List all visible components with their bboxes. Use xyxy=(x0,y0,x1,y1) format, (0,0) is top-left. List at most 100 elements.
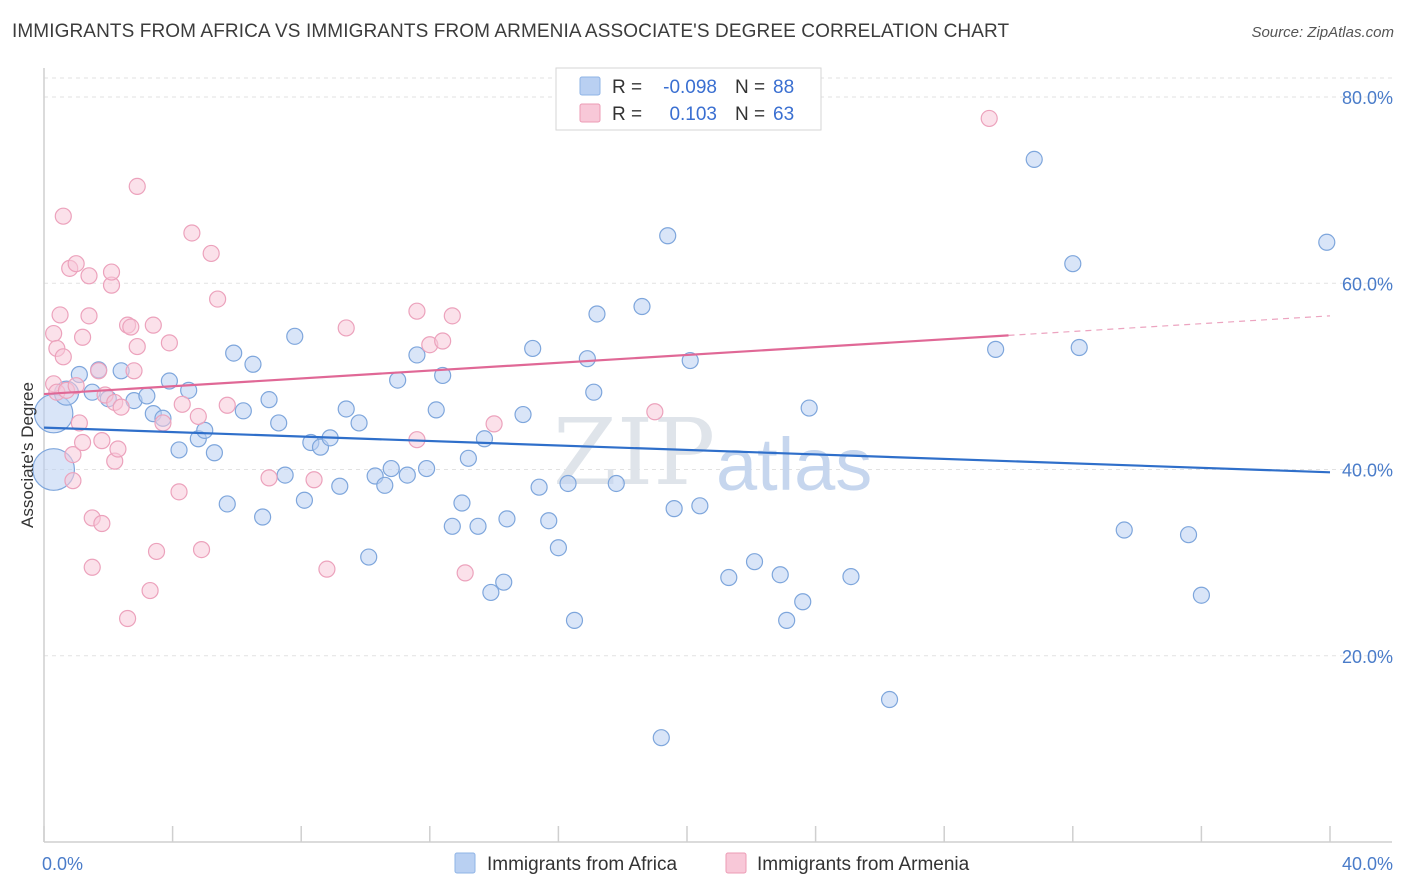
point-armenia xyxy=(147,542,166,561)
point-africa xyxy=(234,402,252,420)
point-africa xyxy=(540,512,558,530)
watermark: ZIP atlas xyxy=(553,399,872,506)
point-africa xyxy=(482,583,500,602)
stats-r-label-armenia: R = xyxy=(612,104,642,125)
point-africa xyxy=(585,383,603,401)
point-armenia xyxy=(67,377,85,395)
point-africa xyxy=(800,399,818,417)
point-armenia xyxy=(128,337,146,356)
point-africa xyxy=(588,305,606,323)
point-armenia xyxy=(202,244,220,263)
point-africa xyxy=(475,430,494,448)
point-armenia xyxy=(337,319,355,337)
point-armenia xyxy=(64,446,82,464)
point-africa xyxy=(880,690,899,709)
stats-n-label-africa: N = xyxy=(735,77,765,98)
point-africa xyxy=(32,448,76,491)
point-africa xyxy=(244,355,262,373)
point-armenia xyxy=(122,318,140,336)
point-africa xyxy=(771,566,789,584)
y-tick-label: 20.0% xyxy=(1342,647,1393,667)
point-armenia xyxy=(67,255,85,273)
point-africa xyxy=(1192,586,1211,604)
point-africa xyxy=(260,391,278,409)
point-armenia xyxy=(144,316,162,334)
x-tick-labels: 0.0% 40.0% xyxy=(42,854,1393,874)
point-africa xyxy=(225,344,243,362)
stats-n-value-armenia: 63 xyxy=(773,104,794,125)
point-armenia xyxy=(54,207,72,225)
point-africa xyxy=(295,491,314,509)
point-africa xyxy=(360,548,378,566)
point-africa xyxy=(389,371,407,389)
point-africa xyxy=(559,474,577,493)
point-armenia xyxy=(173,395,191,413)
stats-swatch-armenia xyxy=(579,103,601,123)
point-africa xyxy=(745,553,764,571)
point-africa xyxy=(350,414,368,432)
point-africa xyxy=(453,494,471,512)
point-africa xyxy=(549,539,568,557)
point-armenia xyxy=(64,472,82,490)
point-armenia xyxy=(318,560,336,578)
y-tick-label: 40.0% xyxy=(1342,461,1393,481)
stats-r-value-africa: -0.098 xyxy=(663,77,717,98)
point-armenia xyxy=(154,414,172,432)
legend-swatch-armenia xyxy=(725,852,747,874)
point-armenia xyxy=(141,581,159,600)
point-africa xyxy=(434,366,452,385)
point-armenia xyxy=(305,471,323,489)
point-africa xyxy=(286,327,304,345)
point-armenia xyxy=(218,396,236,414)
point-africa xyxy=(842,567,860,586)
point-armenia xyxy=(646,403,664,421)
point-africa xyxy=(331,477,349,495)
point-africa xyxy=(417,459,436,478)
point-africa xyxy=(459,449,477,467)
point-armenia xyxy=(70,414,88,432)
point-armenia xyxy=(128,177,146,195)
point-africa xyxy=(337,400,355,418)
trend-line-armenia-extension xyxy=(1008,315,1331,336)
legend-label-africa: Immigrants from Africa xyxy=(487,854,677,875)
legend-label-armenia: Immigrants from Armenia xyxy=(757,854,970,875)
point-armenia xyxy=(109,440,127,458)
chart-title: IMMIGRANTS FROM AFRICA VS IMMIGRANTS FRO… xyxy=(12,21,1010,42)
point-africa xyxy=(578,350,596,368)
point-africa xyxy=(376,476,394,494)
point-africa xyxy=(398,466,416,484)
point-africa xyxy=(794,593,812,611)
point-africa xyxy=(778,611,796,629)
legend-swatch-africa xyxy=(454,852,476,874)
point-africa xyxy=(524,339,542,358)
point-africa xyxy=(514,405,532,424)
x-tick-label: 0.0% xyxy=(42,854,83,874)
point-africa xyxy=(1115,521,1133,539)
point-armenia xyxy=(209,290,227,308)
watermark-atlas: atlas xyxy=(716,423,872,506)
point-armenia xyxy=(170,483,188,501)
point-africa xyxy=(1318,233,1336,251)
point-armenia xyxy=(80,307,98,325)
trend-line-armenia xyxy=(43,334,1009,396)
point-africa xyxy=(254,508,272,526)
point-africa xyxy=(170,441,188,459)
stats-r-label-africa: R = xyxy=(612,77,642,98)
y-axis-label: Associate's Degree xyxy=(18,382,37,528)
stats-r-value-armenia: 0.103 xyxy=(669,104,717,125)
point-armenia xyxy=(112,398,130,416)
point-armenia xyxy=(485,415,503,433)
point-africa xyxy=(276,466,294,484)
point-armenia xyxy=(434,332,452,350)
legend: Immigrants from Africa Immigrants from A… xyxy=(454,852,970,875)
point-africa xyxy=(987,340,1005,358)
point-africa xyxy=(443,517,461,535)
point-africa xyxy=(270,414,288,432)
point-africa xyxy=(681,351,699,370)
point-armenia xyxy=(260,469,278,487)
point-africa xyxy=(659,227,677,245)
point-armenia xyxy=(189,407,207,426)
stats-n-value-africa: 88 xyxy=(773,77,794,98)
point-africa xyxy=(427,401,445,419)
point-armenia xyxy=(408,302,426,320)
